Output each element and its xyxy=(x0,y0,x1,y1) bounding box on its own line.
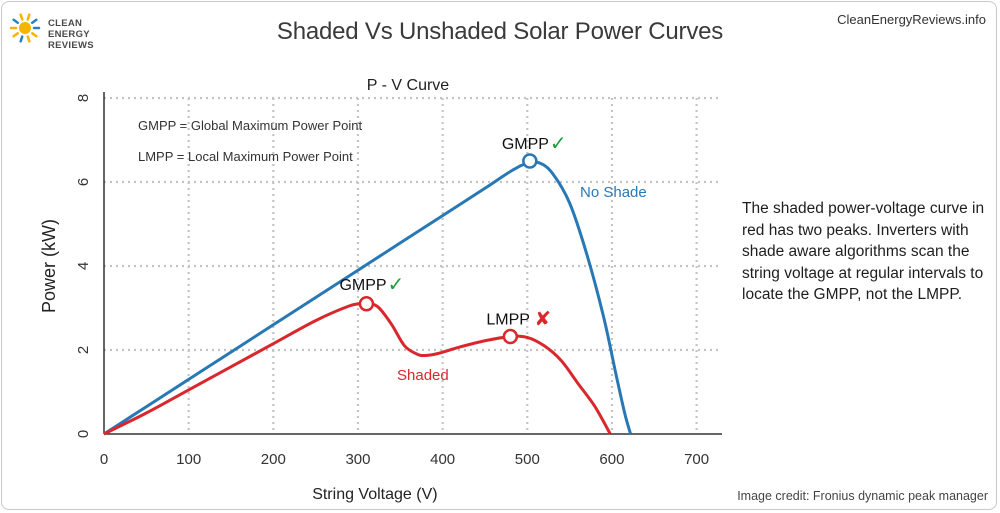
check-icon: ✓ xyxy=(387,272,404,296)
x-tick-label: 700 xyxy=(684,451,709,468)
chart-labels: String Voltage (V) Power (kW) P - V Curve G… xyxy=(39,77,647,503)
x-tick-label: 200 xyxy=(261,451,286,468)
image-credit: Image credit: Fronius dynamic peak manag… xyxy=(737,489,988,503)
peak-point-gmpp xyxy=(358,296,375,312)
y-tick-label: 8 xyxy=(75,94,92,102)
logo-line-1: CLEAN xyxy=(48,18,83,29)
grid xyxy=(104,96,722,434)
shaded-curve xyxy=(103,301,612,436)
x-axis-label: String Voltage (V) xyxy=(312,486,437,503)
page-title: Shaded Vs Unshaded Solar Power Curves xyxy=(276,18,724,45)
logo-text: CLEAN ENERGY REVIEWS xyxy=(48,18,94,51)
logo-line-3: REVIEWS xyxy=(48,40,94,51)
no-shade-label: No Shade xyxy=(580,184,647,201)
y-tick-label: 2 xyxy=(75,346,92,354)
sun-icon xyxy=(9,13,41,43)
axes xyxy=(103,92,722,435)
x-tick-label: 100 xyxy=(176,451,201,468)
y-tick-label: 0 xyxy=(75,430,92,438)
cross-icon: ✘ xyxy=(534,307,551,331)
logo-line-2: ENERGY xyxy=(48,29,90,40)
chart-title: P - V Curve xyxy=(367,77,450,94)
x-tick-label: 300 xyxy=(345,451,370,468)
legend-note: GMPP = Global Maximum Power Point xyxy=(138,118,362,133)
gmpp-label: GMPP xyxy=(502,136,549,153)
no-shade-curve xyxy=(103,160,633,436)
series-lines xyxy=(103,160,633,436)
x-tick-labels: 0 100 200 300 400 500 600 700 xyxy=(100,451,709,468)
x-tick-label: 600 xyxy=(599,451,624,468)
shaded-label: Shaded xyxy=(397,367,449,384)
y-tick-labels: 0 2 4 6 8 xyxy=(75,94,92,438)
y-tick-label: 6 xyxy=(75,178,92,186)
pv-curve-chart: 0 100 200 300 400 500 600 700 0 2 4 6 8 String Volt… xyxy=(39,77,722,503)
peak-point-lmpp xyxy=(502,328,519,345)
legend-note: LMPP = Local Maximum Power Point xyxy=(138,149,353,164)
x-tick-label: 0 xyxy=(100,451,108,468)
gmpp-label: GMPP xyxy=(339,277,386,294)
logo: CLEAN ENERGY REVIEWS xyxy=(8,8,108,51)
y-tick-label: 4 xyxy=(75,262,92,270)
peak-points xyxy=(358,153,538,345)
y-axis-label: Power (kW) xyxy=(39,219,59,313)
x-tick-label: 500 xyxy=(515,451,540,468)
description-text: The shaded power-voltage curve in red ha… xyxy=(742,200,985,303)
peak-point-gmpp xyxy=(522,153,538,169)
x-tick-label: 400 xyxy=(430,451,455,468)
site-name: CleanEnergyReviews.info xyxy=(837,12,986,27)
check-icon: ✓ xyxy=(550,131,567,155)
lmpp-label: LMPP xyxy=(486,312,530,329)
